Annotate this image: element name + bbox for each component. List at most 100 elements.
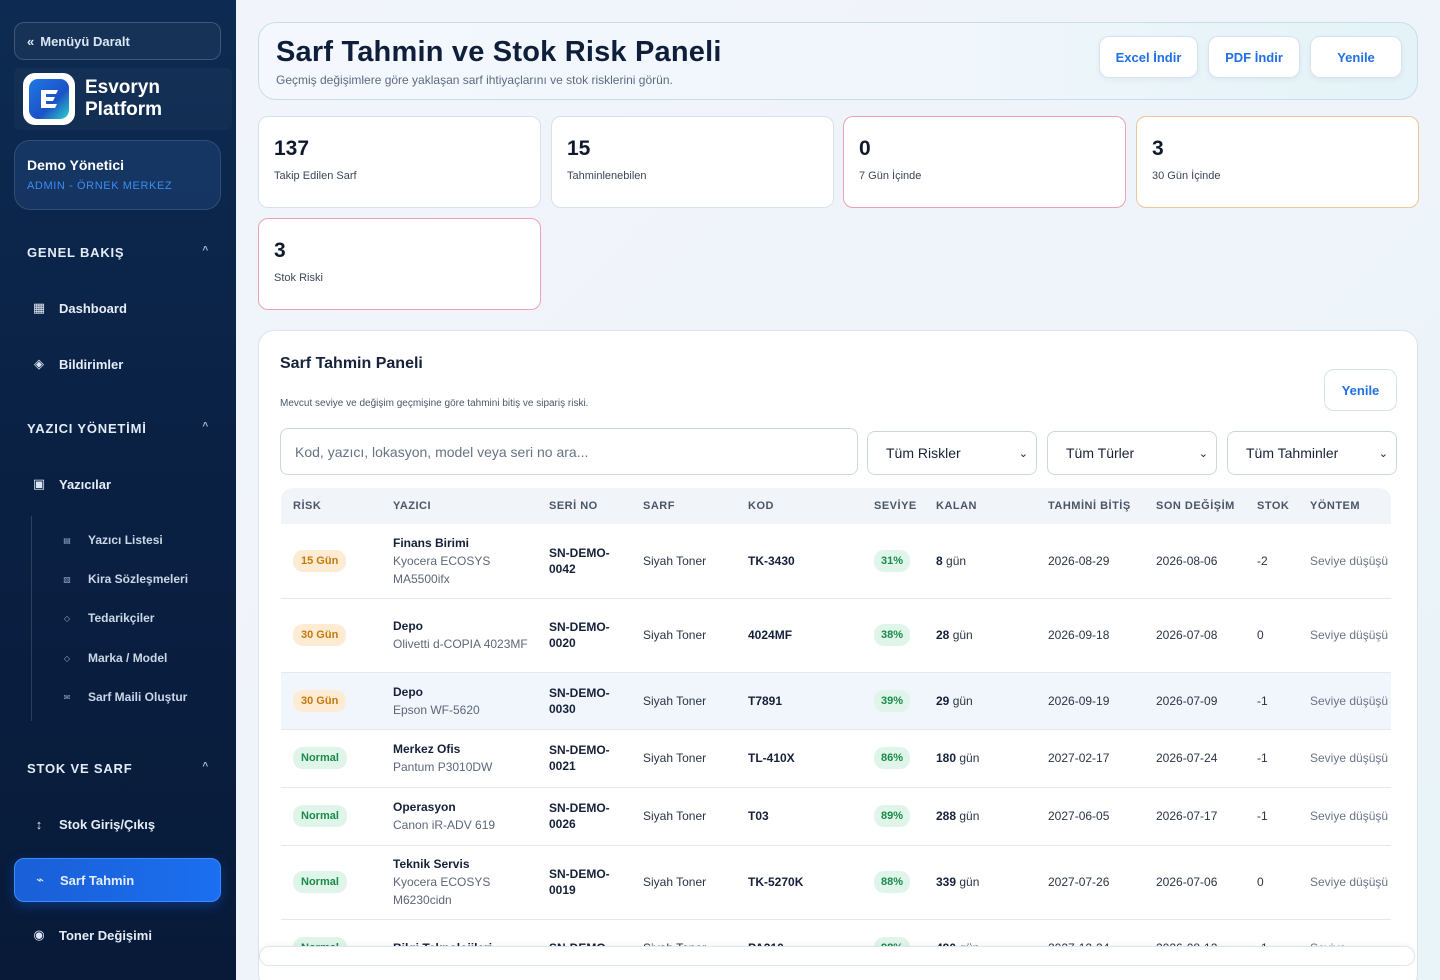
level-cell: 39% [862,672,924,730]
printer-model: Kyocera ECOSYS MA5500ifx [393,553,491,586]
section-printers[interactable]: YAZICI YÖNETİMİ ^ [27,421,209,436]
level-badge: 86% [874,747,911,769]
nav-brand-model[interactable]: ◇ Marka / Model [63,651,168,665]
end-date-cell: 2027-07-26 [1036,845,1144,920]
col-header[interactable]: KALAN [924,488,1036,524]
submenu-line [31,516,32,721]
horizontal-scrollbar[interactable] [259,946,1415,966]
refresh-button[interactable]: Yenile [1310,36,1402,78]
nav-toner-change[interactable]: ◉ Toner Değişimi [14,913,221,957]
nav-stock-io[interactable]: ↕ Stok Giriş/Çıkış [14,802,221,846]
risk-cell: Normal [281,787,381,846]
nav-printers[interactable]: ▣ Yazıcılar [32,476,112,492]
user-card[interactable]: Demo Yönetici ADMIN - ÖRNEK MERKEZ [14,140,221,210]
col-header[interactable]: YAZICI [381,488,537,524]
level-cell: 31% [862,524,924,599]
col-header[interactable]: TAHMİNİ BİTİŞ [1036,488,1144,524]
code-cell: TK-5270K [736,845,862,920]
section-stock[interactable]: STOK VE SARF ^ [27,761,209,776]
table-row[interactable]: Normal Merkez Ofis Pantum P3010DW SN-DEMO-0… [281,729,1391,788]
nav-forecast[interactable]: ⌁ Sarf Tahmin [14,858,221,902]
pdf-download-button[interactable]: PDF İndir [1208,36,1300,78]
table-row[interactable]: 15 Gün Finans Birimi Kyocera ECOSYS MA5500… [281,524,1391,599]
consumable-cell: Siyah Toner [631,598,736,673]
col-header[interactable]: KOD [736,488,862,524]
end-date-cell: 2026-09-18 [1036,598,1144,673]
nav-notifications[interactable]: ◈ Bildirimler [14,342,221,386]
last-change-cell: 2026-07-06 [1144,845,1245,920]
chevron-down-icon: ⌄ [1378,447,1388,460]
code-cell: 4024MF [736,598,862,673]
col-header[interactable]: SEVİYE [862,488,924,524]
stock-cell: 0 [1245,845,1298,920]
collapse-menu-label: Menüyü Daralt [40,33,130,49]
printer-model: Pantum P3010DW [393,760,493,774]
excel-download-button[interactable]: Excel İndir [1099,36,1198,78]
stock-cell: -1 [1245,787,1298,846]
nav-suppliers[interactable]: ◇ Tedarikçiler [63,611,155,625]
page-subtitle: Geçmiş değişimlere göre yaklaşan sarf ih… [276,73,673,87]
printer-cell: Teknik Servis Kyocera ECOSYS M6230cidn [381,845,537,920]
risk-cell: 15 Gün [281,524,381,599]
page-title: Sarf Tahmin ve Stok Risk Paneli [276,36,722,68]
col-header[interactable]: YÖNTEM [1298,488,1391,524]
nav-dashboard[interactable]: ▦ Dashboard [32,300,127,316]
chevron-up-icon: ^ [202,761,209,772]
main-content: Sarf Tahmin ve Stok Risk Paneli Geçmiş d… [236,0,1440,980]
risk-filter-select[interactable]: Tüm Riskler ⌄ [867,431,1037,475]
stat-tracked: 137 Takip Edilen Sarf [258,116,541,208]
stat-forecastable: 15 Tahminlenebilen [551,116,834,208]
code-cell: T03 [736,787,862,846]
nav-rental-contracts[interactable]: ▧ Kira Sözleşmeleri [63,572,189,586]
user-role: ADMIN - ÖRNEK MERKEZ [27,180,173,192]
collapse-menu-button[interactable]: « Menüyü Daralt [14,22,221,60]
table-row[interactable]: 30 Gün Depo Epson WF-5620 SN-DEMO-0030 Siyah… [281,672,1391,730]
section-overview[interactable]: GENEL BAKIŞ ^ [27,245,209,260]
level-badge: 89% [874,805,911,827]
printer-cell: Finans Birimi Kyocera ECOSYS MA5500ifx [381,524,537,599]
sidebar: « Menüyü Daralt Esvoryn Platform Demo Yö… [0,0,236,980]
panel-refresh-button[interactable]: Yenile [1324,369,1397,411]
stat-30-days: 3 30 Gün İçinde [1136,116,1419,208]
table-row[interactable]: Normal Operasyon Canon iR-ADV 619 SN-DEMO-0… [281,787,1391,846]
table-header-row: RİSK YAZICI SERİ NO SARF KOD SEVİYE KALA… [281,488,1391,524]
risk-cell: 30 Gün [281,598,381,673]
level-badge: 39% [874,689,911,712]
user-name: Demo Yönetici [27,157,124,173]
printer-location: Finans Birimi [393,535,470,550]
brand: Esvoryn Platform [14,68,232,130]
chevron-down-icon: ⌄ [1018,447,1028,460]
col-header[interactable]: SERİ NO [537,488,631,524]
nav-consumable-mail[interactable]: ✉ Sarf Maili Oluştur [63,690,188,704]
consumable-cell: Siyah Toner [631,524,736,599]
tag-icon: ◇ [63,653,71,663]
printer-cell: Operasyon Canon iR-ADV 619 [381,787,537,846]
printer-model: Epson WF-5620 [393,702,480,717]
remaining-cell: 339 gün [924,845,1036,920]
col-header[interactable]: STOK [1245,488,1298,524]
stock-cell: -2 [1245,524,1298,599]
end-date-cell: 2027-02-17 [1036,729,1144,788]
last-change-cell: 2026-08-06 [1144,524,1245,599]
nav-printer-list[interactable]: ▤ Yazıcı Listesi [63,533,163,547]
search-input[interactable] [280,428,858,475]
col-header[interactable]: RİSK [281,488,381,524]
level-cell: 86% [862,729,924,788]
type-filter-select[interactable]: Tüm Türler ⌄ [1047,431,1217,475]
printer-cell: Depo Epson WF-5620 [381,672,537,730]
serial-cell: SN-DEMO-0030 [537,672,631,730]
forecast-filter-select[interactable]: Tüm Tahminler ⌄ [1227,431,1397,475]
consumable-cell: Siyah Toner [631,845,736,920]
panel-title: Sarf Tahmin Paneli [280,355,423,372]
chevron-up-icon: ^ [202,421,209,432]
printer-icon: ▣ [32,476,46,491]
level-cell: 38% [862,598,924,673]
consumable-cell: Siyah Toner [631,672,736,730]
col-header[interactable]: SARF [631,488,736,524]
table-row[interactable]: 30 Gün Depo Olivetti d-COPIA 4023MF SN-DEMO… [281,598,1391,673]
brand-name: Esvoryn Platform [85,77,163,120]
col-header[interactable]: SON DEĞİŞİM [1144,488,1245,524]
table-row[interactable]: Normal Teknik Servis Kyocera ECOSYS M6230c… [281,845,1391,920]
risk-badge: 30 Gün [293,624,347,646]
